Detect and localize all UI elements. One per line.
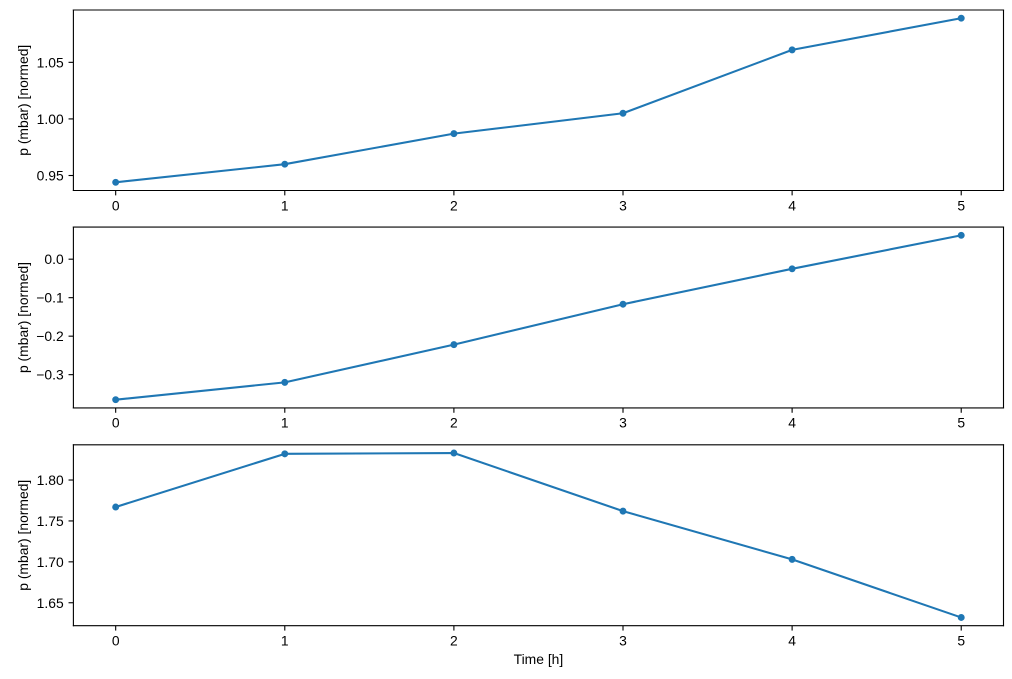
svg-text:4: 4 xyxy=(788,415,796,431)
svg-text:0: 0 xyxy=(112,632,120,648)
svg-text:1.00: 1.00 xyxy=(37,111,64,127)
svg-text:0.95: 0.95 xyxy=(37,168,64,184)
svg-text:0: 0 xyxy=(112,197,120,213)
svg-text:1: 1 xyxy=(281,197,289,213)
svg-text:Time [h]: Time [h] xyxy=(514,651,564,667)
svg-text:2: 2 xyxy=(450,632,458,648)
svg-text:0: 0 xyxy=(112,415,120,431)
svg-text:1.75: 1.75 xyxy=(37,513,64,529)
svg-text:p (mbar) [normed]: p (mbar) [normed] xyxy=(15,262,31,373)
svg-text:2: 2 xyxy=(450,197,458,213)
svg-text:5: 5 xyxy=(957,197,965,213)
svg-text:−0.3: −0.3 xyxy=(36,367,64,383)
svg-text:−0.2: −0.2 xyxy=(36,328,64,344)
svg-text:p (mbar) [normed]: p (mbar) [normed] xyxy=(15,45,31,156)
svg-text:4: 4 xyxy=(788,632,796,648)
svg-text:3: 3 xyxy=(619,632,627,648)
svg-text:3: 3 xyxy=(619,197,627,213)
svg-text:1.05: 1.05 xyxy=(37,54,64,70)
svg-text:5: 5 xyxy=(957,415,965,431)
svg-text:5: 5 xyxy=(957,632,965,648)
svg-text:1.65: 1.65 xyxy=(37,595,64,611)
svg-text:1: 1 xyxy=(281,415,289,431)
svg-text:2: 2 xyxy=(450,415,458,431)
svg-text:−0.1: −0.1 xyxy=(36,290,64,306)
svg-text:1.80: 1.80 xyxy=(37,472,64,488)
svg-text:p (mbar) [normed]: p (mbar) [normed] xyxy=(15,480,31,591)
svg-text:1: 1 xyxy=(281,632,289,648)
svg-text:0.0: 0.0 xyxy=(44,251,64,267)
svg-text:3: 3 xyxy=(619,415,627,431)
svg-text:1.70: 1.70 xyxy=(37,554,64,570)
svg-text:4: 4 xyxy=(788,197,796,213)
